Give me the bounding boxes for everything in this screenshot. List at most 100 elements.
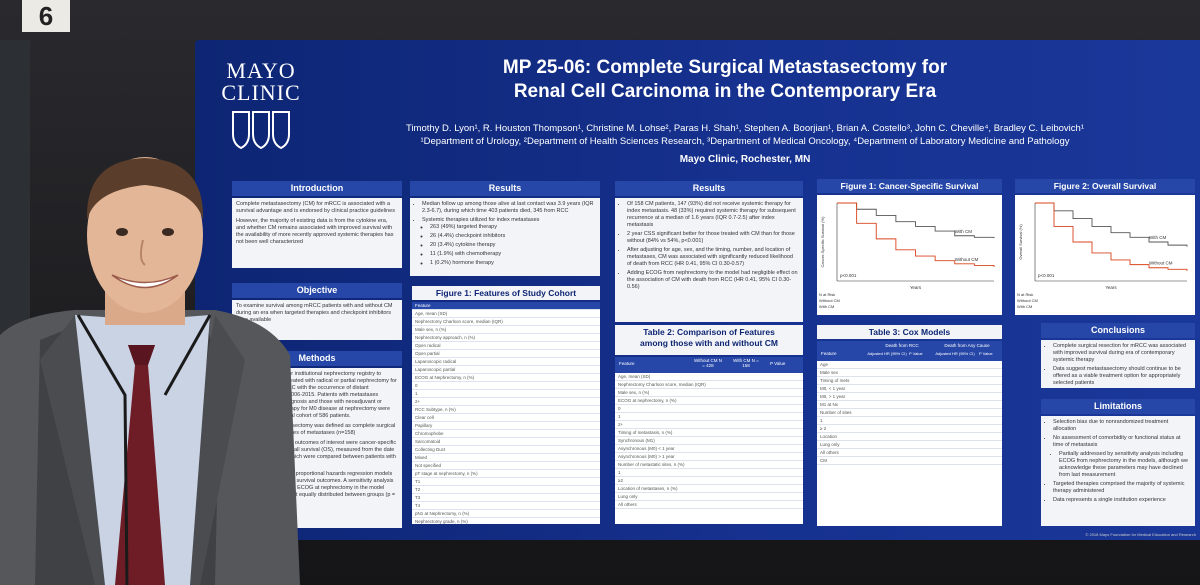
cohort-table-row: Age, mean (SD) [412,310,600,318]
cohort-table-row: 1 [412,390,600,398]
limitation-item: Targeted therapies comprised the majorit… [1053,481,1191,495]
cohort-table-row: T3 [412,494,600,502]
table3-body: Age Male sex Timing of mets M0, < 1 year M0,… [817,361,1002,526]
fig1-cohort-table: Feature Age, mean (SD) Nephrectomy Charlso… [412,302,600,524]
logo-line1: MAYO [226,58,296,83]
without-cm-curve [1035,202,1188,271]
table2-header-row: Feature Without CM N = 428 With CM N = 1… [615,357,803,373]
table2-row: Nephrectomy Charlson score, median (IQR) [615,381,803,389]
cohort-table-row: RCC Subtype, n (%) [412,406,600,414]
x-axis-label: Years [910,285,922,290]
table3-title: Table 3: Cox Models [817,325,1002,339]
risk-row-label: Without CM [1017,298,1038,303]
introduction-card: Complete metastasectomy (CM) for mRCC is… [232,198,402,268]
table2-col-p: P Value [770,361,786,366]
results-card-2: Of 158 CM patients, 147 (93%) did not re… [615,198,803,322]
x-axis-label: Years [1105,285,1117,290]
results-header-1: Results [410,181,600,196]
table2-col-feature: Feature [619,361,635,366]
table2-col-without: Without CM N = 428 [693,358,722,368]
without-cm-curve [837,202,995,267]
with-cm-label: With CM [955,229,973,234]
fig1-cohort-title: Figure 1: Features of Study Cohort [412,286,600,300]
table3-row: All others [817,449,1002,457]
p-value-label: p<0.001 [1038,273,1055,278]
cohort-table-row: Clear cell [412,414,600,422]
table2-row: Age, mean (SD) [615,373,803,381]
table2-row: 0 [615,405,803,413]
table2-body: Age, mean (SD) Nephrectomy Charlson score… [615,373,803,524]
table2-row: Timing of metastasis, n (%) [615,429,803,437]
table2-title: Table 2: Comparison of Features among th… [615,325,803,355]
conclusions-header: Conclusions [1041,323,1195,338]
shields-icon [213,110,309,152]
presenter-photo [0,157,300,585]
table3-row: 1 [817,417,1002,425]
limitation-subitem: Partially addressed by sensitivity analy… [1059,451,1191,479]
research-poster: MAYO CLINIC MP 25-06: Complete Surgical … [195,40,1200,540]
methods-para2: CM: Complete metastasectomy was defined … [236,423,396,436]
results-card-1: Median follow up among those alive at la… [410,198,600,276]
therapy-item: 263 (49%) targeted therapy [430,224,596,231]
therapy-item: 26 (4.4%) checkpoint inhibitors [430,233,596,240]
table2-row: All others [615,501,803,509]
table3-row: Male sex [817,369,1002,377]
results1-item-b: Systemic therapies utilized for index me… [422,217,596,267]
cohort-table-row: Nephrectomy grade, n (%) [412,518,600,524]
limitations-card: Selection bias due to nonrandomized trea… [1041,416,1195,526]
table2-title-line2: among those with and without CM [640,338,778,348]
table2-row: ECOG at nephrectomy, n (%) [615,397,803,405]
results2-item-d: Adding ECOG from nephrectomy to the mode… [627,270,799,291]
table2-row: Asynchronous (M0) > 1 year [615,453,803,461]
objective-header: Objective [232,283,402,298]
table3-col-feature: Feature [821,351,837,356]
risk-table-label: N at Risk [819,292,835,297]
fig-os-title: Figure 2: Overall Survival [1015,179,1195,193]
table3-row: Lung only [817,441,1002,449]
poster-title: MP 25-06: Complete Surgical Metastasecto… [375,56,1075,104]
board-number-sign: 6 [22,0,70,32]
cohort-table-row: Papillary [412,422,600,430]
introduction-header: Introduction [232,181,402,196]
cohort-table-row: 0 [412,382,600,390]
limitations-header: Limitations [1041,399,1195,414]
table3-row: M0, > 1 year [817,393,1002,401]
results1-item-b-text: Systemic therapies utilized for index me… [422,217,540,223]
cohort-table-row: Feature [412,302,600,310]
cohort-table-row: Collecting Duct [412,446,600,454]
with-cm-curve [837,202,995,239]
without-cm-label: Without CM [955,257,979,262]
cohort-table-row: Sarcomatoid [412,438,600,446]
table2-row: 1 [615,469,803,477]
table3-col-death-rcc: Death from RCC [885,343,919,348]
therapy-item: 11 (1.9%) with chemotherapy [430,251,596,258]
table3-row: M0, < 1 year [817,385,1002,393]
limitation-item: No assessment of comorbidity or function… [1053,435,1191,449]
table2-row: Number of metastatic sites, n (%) [615,461,803,469]
logo-line2: CLINIC [221,80,301,105]
conclusion-item: Data suggest metastasectomy should conti… [1053,366,1191,387]
cohort-table-row: Open radical [412,342,600,350]
p-value-label: p<0.001 [840,273,857,278]
cohort-table-row: T2 [412,486,600,494]
results2-item-b: 2 year CSS significant better for those … [627,231,799,245]
methods-para1: Cohort: We queried our institutional nep… [236,371,397,419]
cohort-table-row: Chromophobe [412,430,600,438]
conclusion-item: Complete surgical resection for mRCC was… [1053,343,1191,364]
km-os-plot: With CM Without CM p<0.001 Overall Survival… [1015,195,1195,315]
poster-title-line1: MP 25-06: Complete Surgical Metastasecto… [502,57,948,78]
cohort-table-row: ECOG at Nephrectomy, n (%) [412,374,600,382]
cohort-table-row: Male sex, n (%) [412,326,600,334]
mayo-clinic-logo: MAYO CLINIC [213,60,309,152]
table2-row: Synchronous (M1) [615,437,803,445]
table3-row: M1 at Nx [817,401,1002,409]
cohort-table-row: pN1 at Nephrectomy, n (%) [412,510,600,518]
results2-item-c: After adjusting for age, sex, and the ti… [627,247,799,268]
table2-row: Asynchronous (M0) < 1 year [615,445,803,453]
risk-row-label: With CM [1017,304,1032,309]
table3-header-row: Feature Death from RCC Death from Any Ca… [817,341,1002,361]
table2-title-line1: Table 2: Comparison of Features [643,327,775,337]
poster-authors: Timothy D. Lyon¹, R. Houston Thompson¹, … [405,123,1084,134]
table3-col-p-1: P Value [909,351,923,356]
